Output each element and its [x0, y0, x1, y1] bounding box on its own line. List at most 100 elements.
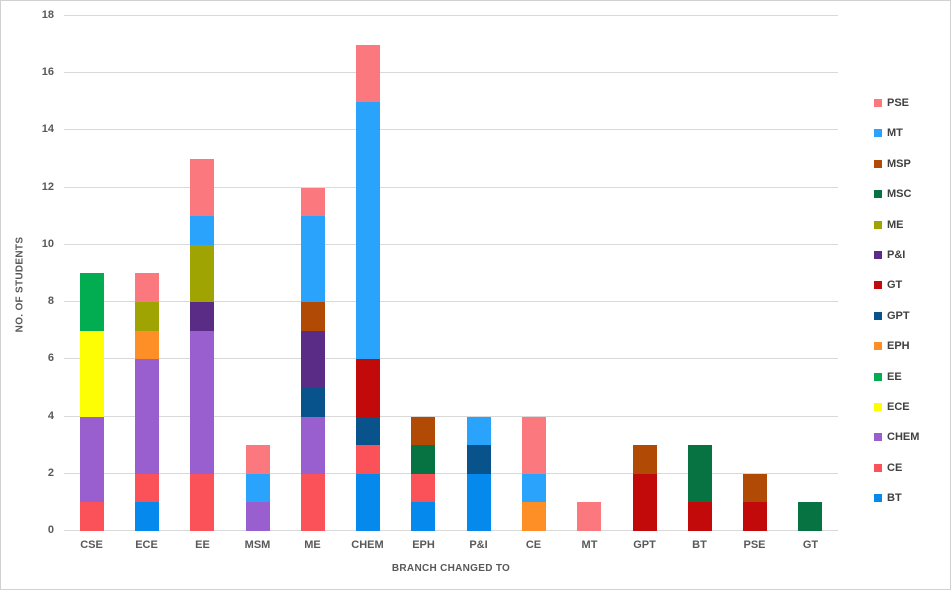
bar-segment-ECE-PSE	[135, 273, 159, 302]
x-axis-title: BRANCH CHANGED TO	[391, 563, 511, 574]
legend-swatch-icon	[874, 373, 882, 381]
bar-segment-MSM-CHEM	[246, 502, 270, 531]
gridline	[64, 244, 838, 245]
bar-segment-CHEM-CE	[356, 445, 380, 474]
bar-segment-MT-PSE	[577, 502, 601, 531]
legend-item-BT: BT	[874, 491, 902, 505]
legend-label: EPH	[887, 340, 910, 352]
bar-segment-CSE-CHEM	[80, 417, 104, 502]
bar-segment-CHEM-GT	[356, 359, 380, 417]
bar-segment-EE-PandI	[190, 302, 214, 331]
bar-segment-PSE-GT	[743, 502, 767, 531]
legend-item-CHEM: CHEM	[874, 430, 919, 444]
legend-item-PandI: P&I	[874, 248, 905, 262]
bar-segment-EPH-MSP	[411, 417, 435, 445]
y-tick-label: 8	[47, 295, 54, 307]
y-tick-label: 18	[41, 9, 54, 21]
bar-segment-EE-MT	[190, 216, 214, 245]
legend-label: ECE	[887, 401, 910, 413]
gridline	[64, 473, 838, 474]
legend-item-MSC: MSC	[874, 187, 911, 201]
y-tick-label: 10	[41, 238, 54, 250]
bar-segment-CHEM-BT	[356, 474, 380, 531]
x-tick-label: MT	[581, 539, 598, 551]
bar-segment-CE-MT	[522, 474, 546, 502]
x-tick-label: PSE	[743, 539, 766, 551]
gridline	[64, 358, 838, 359]
bar-segment-ME-GPT	[301, 388, 325, 417]
x-tick-label: CHEM	[351, 539, 384, 551]
bar-segment-CE-PSE	[522, 417, 546, 474]
bar-segment-CSE-ECE	[80, 331, 104, 417]
bar-segment-CHEM-GPT	[356, 417, 380, 445]
legend-label: P&I	[887, 249, 906, 261]
gridline	[64, 301, 838, 302]
legend-label: EE	[887, 371, 902, 383]
gridline	[64, 416, 838, 417]
bar-segment-CE-EPH	[522, 502, 546, 531]
gridline	[64, 129, 838, 130]
legend-label: BT	[887, 492, 902, 504]
legend-swatch-icon	[874, 464, 882, 472]
bar-segment-ME-MSP	[301, 302, 325, 331]
legend-swatch-icon	[874, 342, 882, 350]
bar-segment-ECE-BT	[135, 502, 159, 531]
bar-segment-ME-PSE	[301, 188, 325, 216]
x-tick-label: MSM	[244, 539, 271, 551]
y-tick-label: 16	[41, 66, 54, 78]
x-tick-label: EE	[195, 539, 210, 551]
x-tick-label: ME	[304, 539, 321, 551]
legend-swatch-icon	[874, 403, 882, 411]
bar-segment-CSE-CE	[80, 502, 104, 531]
bar-segment-ME-CE	[301, 474, 325, 531]
legend-item-GT: GT	[874, 278, 902, 292]
legend-swatch-icon	[874, 99, 882, 107]
legend-label: MSC	[887, 188, 912, 200]
bar-segment-CHEM-PSE	[356, 45, 380, 102]
bar-segment-MSM-MT	[246, 474, 270, 502]
bar-segment-BT-GT	[688, 502, 712, 531]
bar-segment-ME-PandI	[301, 331, 325, 388]
y-tick-label: 2	[47, 467, 54, 479]
bar-segment-PandI-BT	[467, 474, 491, 531]
bar-segment-GPT-MSP	[633, 445, 657, 474]
y-tick-label: 12	[41, 181, 54, 193]
legend-swatch-icon	[874, 129, 882, 137]
x-tick-label: CSE	[80, 539, 103, 551]
bar-segment-ECE-ME	[135, 302, 159, 331]
gridline	[64, 15, 838, 16]
bar-segment-MSM-PSE	[246, 445, 270, 474]
gridline	[64, 530, 838, 531]
bar-segment-ECE-EPH	[135, 331, 159, 359]
bar-segment-PandI-MT	[467, 417, 491, 445]
bar-segment-EPH-CE	[411, 474, 435, 502]
legend-item-MSP: MSP	[874, 157, 911, 171]
legend-label: CHEM	[887, 431, 920, 443]
legend-item-EPH: EPH	[874, 339, 910, 353]
x-tick-label: GPT	[633, 539, 656, 551]
bar-segment-EE-PSE	[190, 159, 214, 216]
x-tick-label: P&I	[469, 539, 488, 551]
legend-swatch-icon	[874, 160, 882, 168]
bar-segment-BT-MSC	[688, 445, 712, 502]
bar-segment-EE-CE	[190, 474, 214, 531]
bar-segment-ME-CHEM	[301, 417, 325, 474]
x-tick-label: ECE	[135, 539, 158, 551]
legend-item-PSE: PSE	[874, 96, 909, 110]
x-tick-label: GT	[802, 539, 819, 551]
bar-segment-CHEM-MT	[356, 102, 380, 359]
legend-label: CE	[887, 462, 903, 474]
y-tick-label: 6	[47, 352, 54, 364]
bar-segment-PSE-MSP	[743, 474, 767, 502]
legend-label: GPT	[887, 310, 910, 322]
y-tick-label: 4	[47, 410, 54, 422]
legend-item-CE: CE	[874, 461, 902, 475]
legend-label: GT	[887, 279, 903, 291]
legend-swatch-icon	[874, 281, 882, 289]
bar-segment-PandI-GPT	[467, 445, 491, 474]
bar-segment-EE-ME	[190, 245, 214, 302]
legend-item-ME: ME	[874, 218, 904, 232]
bar-segment-EE-CHEM	[190, 331, 214, 474]
bar-segment-GT-MSC	[798, 502, 822, 531]
